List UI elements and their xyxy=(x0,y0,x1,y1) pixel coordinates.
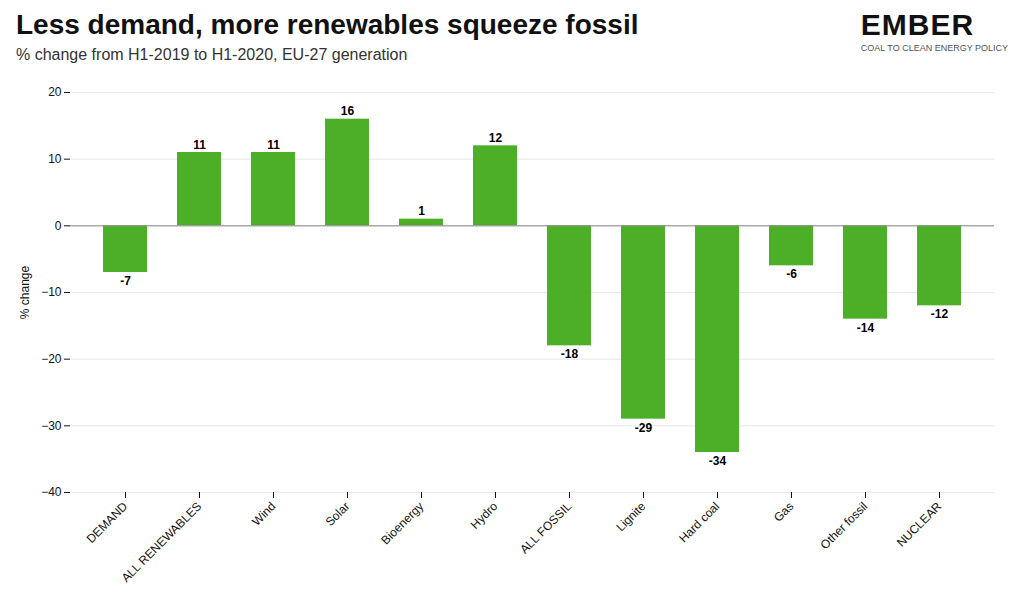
html-text:COAL TO CLEAN ENERGY POLICY: COAL TO CLEAN ENERGY POLICY xyxy=(860,43,1008,53)
svg-text:−10: −10 xyxy=(41,285,62,299)
svg-text:NUCLEAR: NUCLEAR xyxy=(894,499,945,550)
html-text:Less demand, more renewables s: Less demand, more renewables squeeze fos… xyxy=(16,9,639,40)
svg-text:0: 0 xyxy=(55,219,62,233)
svg-text:% change: % change xyxy=(18,265,32,319)
svg-text:Gas: Gas xyxy=(771,499,796,524)
svg-text:ALL FOSSIL: ALL FOSSIL xyxy=(517,499,574,556)
svg-text:Wind: Wind xyxy=(249,499,278,528)
svg-text:−40: −40 xyxy=(41,485,62,499)
svg-text:ALL RENEWABLES: ALL RENEWABLES xyxy=(119,499,205,585)
html-text:EMBER: EMBER xyxy=(860,8,975,41)
svg-text:11: 11 xyxy=(267,138,280,152)
svg-text:−20: −20 xyxy=(41,352,62,366)
svg-text:Solar: Solar xyxy=(323,499,353,529)
svg-text:16: 16 xyxy=(341,104,355,118)
svg-text:Lignite: Lignite xyxy=(613,499,648,534)
html-text:% change from H1-2019 to H1-20: % change from H1-2019 to H1-2020, EU-27 … xyxy=(16,46,408,63)
svg-text:-18: -18 xyxy=(561,347,579,361)
svg-text:Hydro: Hydro xyxy=(468,499,501,532)
svg-text:-34: -34 xyxy=(709,454,727,468)
svg-text:-14: -14 xyxy=(857,321,875,335)
svg-text:-7: -7 xyxy=(120,274,131,288)
svg-text:Bioenergy: Bioenergy xyxy=(378,499,426,547)
svg-text:Other fossil: Other fossil xyxy=(818,499,871,552)
svg-text:-29: -29 xyxy=(635,421,653,435)
svg-text:1: 1 xyxy=(418,204,425,218)
svg-text:20: 20 xyxy=(48,85,62,99)
svg-text:−30: −30 xyxy=(41,419,62,433)
svg-text:Hard coal: Hard coal xyxy=(676,499,722,545)
svg-text:DEMAND: DEMAND xyxy=(84,499,131,546)
svg-text:10: 10 xyxy=(48,152,62,166)
svg-text:11: 11 xyxy=(193,138,206,152)
svg-text:-6: -6 xyxy=(786,267,797,281)
svg-text:12: 12 xyxy=(489,131,503,145)
svg-text:-12: -12 xyxy=(931,307,949,321)
